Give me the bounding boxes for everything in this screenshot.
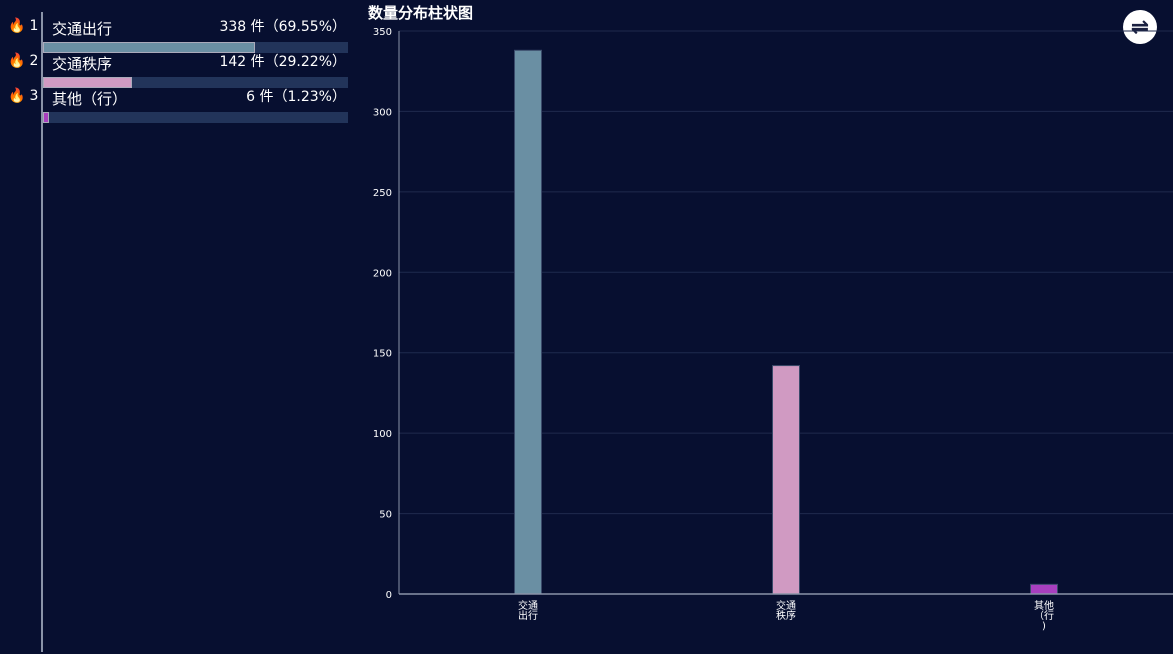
x-tick-label: 交通 [518, 599, 538, 612]
chart-title: 数量分布柱状图 [368, 4, 474, 22]
item-name: 其他（行） [52, 90, 128, 108]
progress-track [43, 42, 348, 53]
x-tick-label: ) [1042, 621, 1046, 632]
item-value: 6 件（1.23%） [246, 89, 346, 105]
x-tick-label: 秩序 [776, 609, 796, 622]
rank: 🔥 1 [8, 18, 38, 34]
y-tick-label: 0 [386, 590, 392, 601]
x-tick-label: （行 [1034, 609, 1054, 622]
flame-icon: 🔥 [8, 53, 26, 69]
ranking-item: 🔥 2 交通秩序 142 件（29.22%） [0, 45, 350, 88]
item-value: 338 件（69.55%） [219, 19, 346, 35]
y-tick-label: 50 [379, 510, 392, 521]
x-tick-label: 出行 [518, 609, 538, 622]
x-tick-label: 其他 [1034, 599, 1054, 612]
ranking-item: 🔥 1 交通出行 338 件（69.55%） [0, 10, 350, 53]
progress-fill [43, 77, 133, 88]
progress-track [43, 112, 348, 123]
item-name: 交通出行 [52, 20, 113, 38]
bar [514, 49, 542, 595]
swap-icon[interactable]: ⇌ [1123, 10, 1157, 44]
rank-number: 3 [29, 88, 39, 104]
progress-track [43, 77, 348, 88]
ranking-list: 🔥 1 交通出行 338 件（69.55%） 🔥 2 交通秩序 142 件（29.2… [0, 0, 360, 654]
item-name: 交通秩序 [52, 55, 113, 73]
rank: 🔥 3 [8, 88, 38, 104]
flame-icon: 🔥 [8, 88, 26, 104]
y-tick-label: 150 [373, 349, 392, 360]
rank: 🔥 2 [8, 53, 38, 69]
x-tick-label: 交通 [776, 599, 796, 612]
y-tick-label: 200 [373, 268, 392, 279]
ranking-item: 🔥 3 其他（行） 6 件（1.23%） [0, 80, 350, 123]
bar [1030, 583, 1058, 595]
y-tick-label: 300 [373, 107, 392, 118]
y-tick-label: 100 [373, 429, 392, 440]
y-tick-label: 350 [373, 27, 392, 38]
bar [772, 365, 800, 595]
item-value: 142 件（29.22%） [219, 54, 346, 70]
rank-number: 1 [29, 18, 39, 34]
divider [41, 12, 43, 652]
progress-fill [43, 42, 256, 53]
y-tick-label: 250 [373, 188, 392, 199]
flame-icon: 🔥 [8, 18, 26, 34]
progress-fill [43, 112, 50, 123]
rank-number: 2 [29, 53, 39, 69]
